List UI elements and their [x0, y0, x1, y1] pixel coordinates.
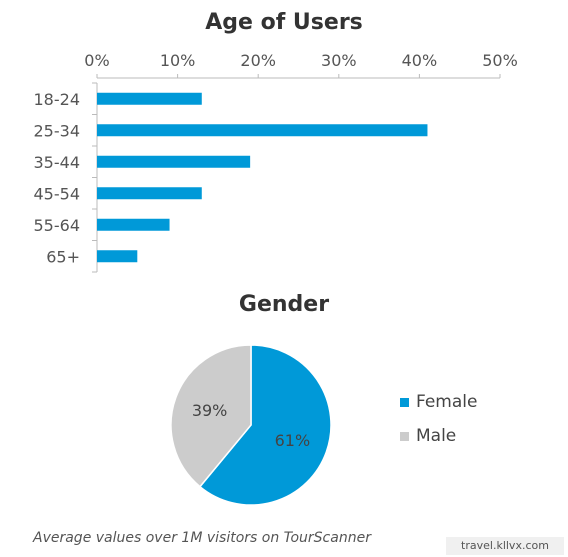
x-tick-label: 20%	[240, 51, 276, 70]
legend-item-male: Male	[400, 426, 456, 446]
pie-slice-male	[170, 344, 252, 488]
legend-swatch-male	[400, 431, 409, 441]
bar-35-44	[97, 155, 251, 168]
bar-65+	[97, 250, 138, 263]
x-tick-label: 50%	[482, 51, 518, 70]
bar-45-54	[97, 187, 202, 200]
age-bar-chart: 0% 10% 20% 30% 40% 50% 18-24 25-34 35-44 45-54 55-…	[34, 51, 518, 273]
category-label: 65+	[46, 247, 80, 266]
footnote: Average values over 1M visitors on TourS…	[33, 530, 371, 546]
pie-label-female: 61%	[275, 431, 311, 450]
bar-18-24	[97, 92, 202, 105]
x-tick-label: 30%	[321, 51, 357, 70]
category-label: 55-64	[34, 216, 81, 235]
category-label: 45-54	[34, 184, 81, 203]
pie-label-male: 39%	[192, 401, 228, 420]
bar-55-64	[97, 218, 170, 231]
legend-item-female: Female	[400, 392, 477, 412]
x-tick-label: 10%	[160, 51, 196, 70]
pie-slice-female	[198, 344, 332, 506]
category-label: 25-34	[34, 121, 81, 140]
gender-chart-title: Gender	[238, 292, 330, 317]
x-tick-label: 0%	[84, 51, 109, 70]
category-label: 18-24	[34, 90, 81, 109]
legend-label-male: Male	[416, 426, 457, 446]
bar-25-34	[97, 124, 428, 137]
x-tick-label: 40%	[402, 51, 438, 70]
age-chart-title: Age of Users	[205, 10, 363, 35]
category-label: 35-44	[34, 153, 81, 172]
legend-swatch-female	[400, 397, 409, 407]
watermark: travel.kllvx.com	[446, 537, 564, 555]
legend-label-female: Female	[416, 392, 478, 412]
